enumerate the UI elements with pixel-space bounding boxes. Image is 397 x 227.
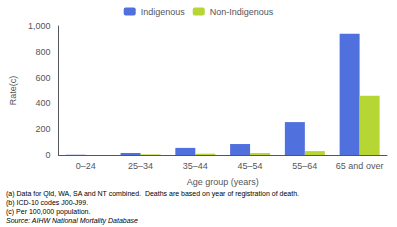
svg-text:Source: AIHW National Mortalit: Source: AIHW National Mortality Database [6, 217, 138, 225]
svg-text:1,000: 1,000 [28, 21, 51, 31]
svg-text:35–44: 35–44 [183, 161, 208, 171]
svg-text:45–54: 45–54 [238, 161, 263, 171]
svg-text:(c) Per 100,000 population.: (c) Per 100,000 population. [6, 208, 90, 216]
svg-text:0: 0 [45, 150, 50, 160]
svg-text:Indigenous: Indigenous [141, 7, 186, 17]
svg-text:800: 800 [35, 47, 50, 57]
svg-text:200: 200 [35, 124, 50, 134]
svg-text:(b) ICD-10 codes J00-J99.: (b) ICD-10 codes J00-J99. [6, 199, 88, 207]
svg-text:25–34: 25–34 [128, 161, 153, 171]
svg-text:400: 400 [35, 98, 50, 108]
svg-text:Age group (years): Age group (years) [187, 177, 259, 187]
svg-text:0–24: 0–24 [76, 161, 96, 171]
svg-text:(a) Data for Qld, WA, SA and N: (a) Data for Qld, WA, SA and NT combined… [6, 190, 299, 198]
svg-text:Rate(c): Rate(c) [8, 76, 18, 106]
svg-text:55–64: 55–64 [292, 161, 317, 171]
svg-text:Non-Indigenous: Non-Indigenous [210, 7, 274, 17]
svg-text:65 and over: 65 and over [336, 161, 384, 171]
svg-text:600: 600 [35, 73, 50, 83]
